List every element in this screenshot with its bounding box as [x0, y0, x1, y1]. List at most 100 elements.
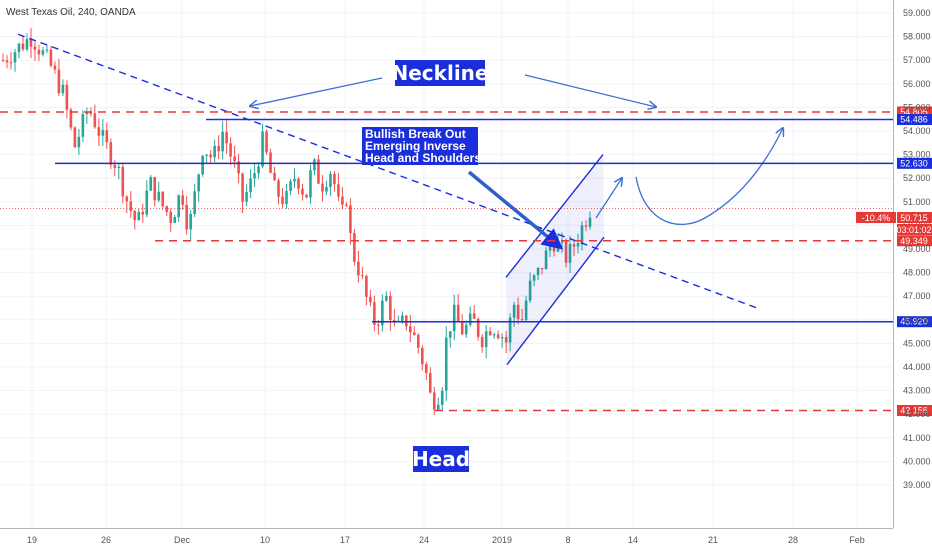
candle-body	[245, 192, 248, 202]
candle-body	[576, 243, 580, 247]
candle-body	[169, 211, 173, 223]
candle-body	[508, 317, 512, 343]
candle-body	[97, 127, 101, 136]
y-tick-label: 43.000	[903, 386, 931, 396]
candle-body	[273, 172, 276, 181]
candle-body	[13, 52, 17, 63]
head-label-box	[413, 446, 469, 472]
candle-body	[412, 332, 416, 336]
candle-body	[181, 195, 184, 205]
candle-body	[109, 142, 113, 165]
y-tick-label: 41.000	[903, 433, 931, 443]
candle-body	[17, 43, 21, 53]
candle-body	[293, 178, 296, 182]
candle-body	[337, 184, 340, 197]
candle-body	[448, 331, 452, 338]
y-tick-label: 45.000	[903, 338, 931, 348]
candle-body	[305, 194, 308, 198]
candle-body	[33, 46, 37, 50]
candle-body	[528, 280, 532, 301]
candle-body	[456, 304, 460, 322]
y-tick-label: 44.000	[903, 362, 931, 372]
level-tag	[897, 316, 932, 328]
candle-body	[353, 233, 356, 262]
x-tick-label: 26	[101, 535, 111, 545]
candle-body	[401, 315, 404, 321]
candle-body	[225, 131, 228, 144]
y-tick-label: 39.000	[903, 480, 931, 490]
candle-body	[105, 130, 109, 143]
level-tag-label: 52.630	[900, 158, 928, 168]
candle-body	[213, 145, 216, 158]
y-tick-label: 46.000	[903, 315, 931, 325]
projection-arrow-curve	[635, 128, 783, 226]
candle-body	[197, 174, 200, 192]
candle-body	[9, 62, 13, 64]
x-tick-label: 14	[628, 535, 638, 545]
candle-body	[93, 113, 97, 128]
candle-body	[77, 136, 81, 148]
y-tick-label: 51.000	[903, 197, 931, 207]
candle-body	[125, 196, 129, 202]
current-change-tag	[856, 212, 896, 223]
candle-body	[409, 326, 412, 333]
x-tick-label: 8	[565, 535, 570, 545]
candle-body	[29, 39, 33, 47]
candle-body	[233, 156, 236, 162]
candle-body	[185, 204, 188, 230]
candle-body	[145, 190, 149, 215]
candle-body	[345, 204, 348, 206]
x-tick-label: 17	[340, 535, 350, 545]
breakout-label-line-2: Emerging Inverse	[365, 139, 466, 153]
candle-body	[468, 313, 472, 325]
candle-body	[81, 114, 85, 137]
candle-body	[480, 336, 484, 348]
projection-arrow-up	[595, 178, 622, 219]
candle-body	[129, 201, 133, 212]
candle-body	[209, 154, 212, 158]
candle-body	[500, 336, 504, 339]
candle-body	[524, 300, 528, 320]
candle-body	[153, 177, 157, 201]
candle-body	[313, 159, 316, 171]
chart-title: West Texas Oil, 240, OANDA	[6, 7, 136, 18]
neckline-arrow-left	[250, 77, 383, 106]
x-tick-label: 2019	[492, 535, 512, 545]
candle-body	[373, 302, 376, 325]
candle-body	[504, 336, 508, 343]
level-tag	[897, 235, 932, 247]
candle-body	[520, 319, 524, 321]
x-tick-label: 19	[27, 535, 37, 545]
y-tick-label: 53.000	[903, 150, 931, 160]
candle-body	[452, 304, 456, 332]
candle-body	[289, 181, 292, 192]
candle-body	[588, 217, 592, 227]
candle-body	[496, 334, 500, 339]
candle-body	[580, 225, 584, 244]
candle-body	[341, 196, 344, 205]
candle-body	[61, 84, 65, 94]
y-tick-label: 56.000	[903, 79, 931, 89]
level-tag-label: 54.486	[900, 115, 928, 125]
x-tick-label: 28	[788, 535, 798, 545]
y-tick-label: 52.000	[903, 173, 931, 183]
candle-body	[149, 177, 153, 191]
candle-body	[285, 191, 288, 205]
level-tag-label: 45.920	[900, 317, 928, 327]
head-label: Head	[412, 447, 470, 471]
candle-body	[121, 166, 125, 197]
level-tag-label: 42.156	[900, 406, 928, 416]
candle-body	[241, 173, 244, 202]
candle-body	[357, 261, 360, 276]
candle-body	[69, 109, 73, 128]
candle-body	[301, 188, 304, 195]
candle-body	[393, 320, 396, 322]
candle-body	[584, 225, 588, 227]
candle-body	[377, 324, 380, 326]
candle-body	[249, 178, 252, 193]
level-tag	[897, 114, 932, 126]
candle-body	[488, 331, 492, 336]
candle-body	[85, 112, 89, 115]
candle-body	[137, 211, 141, 221]
